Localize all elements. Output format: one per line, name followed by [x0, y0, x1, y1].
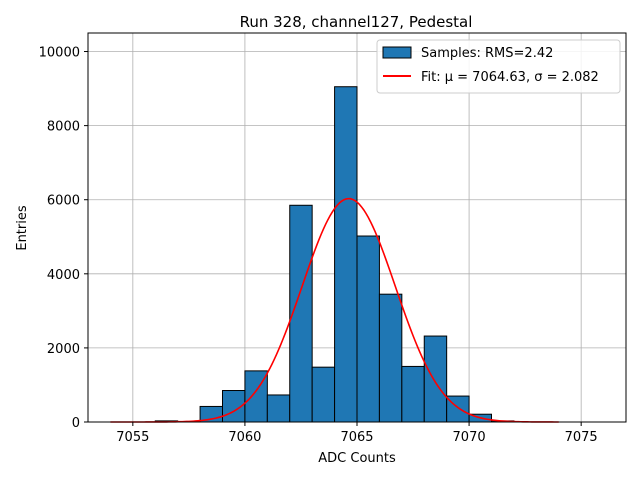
x-axis-label: ADC Counts [318, 451, 396, 466]
histogram-bar [311, 366, 336, 423]
y-tick-label: 8000 [47, 120, 80, 135]
x-axis-ticks: 7055 7060 7065 7070 7075 [116, 422, 598, 445]
histogram-bar [266, 394, 291, 423]
y-axis-label: Entries [15, 205, 30, 251]
y-axis-ticks: 0 2000 4000 6000 8000 10000 [39, 46, 88, 431]
x-tick-label: 7060 [228, 430, 261, 445]
histogram-bar [334, 86, 358, 423]
y-tick-label: 2000 [47, 342, 80, 357]
histogram-bar [356, 235, 380, 423]
histogram-bar [423, 335, 448, 423]
legend-box [376, 39, 621, 94]
chart-title: Run 328, channel127, Pedestal [240, 13, 473, 31]
y-tick-label: 4000 [47, 268, 80, 283]
legend-fit-label: Fit: μ = 7064.63, σ = 2.082 [421, 70, 599, 85]
histogram-bar [401, 365, 425, 423]
legend: Samples: RMS=2.42 Fit: μ = 7064.63, σ = … [376, 39, 621, 94]
x-tick-label: 7055 [116, 430, 149, 445]
x-tick-label: 7075 [565, 430, 598, 445]
y-tick-label: 10000 [39, 46, 80, 61]
legend-histogram-swatch [382, 46, 412, 59]
histogram-bars [154, 86, 515, 423]
histogram-bar [378, 293, 403, 423]
y-tick-label: 6000 [47, 194, 80, 209]
x-tick-label: 7070 [453, 430, 486, 445]
x-tick-label: 7065 [340, 430, 373, 445]
legend-samples-label: Samples: RMS=2.42 [421, 46, 553, 61]
y-tick-label: 0 [72, 416, 80, 431]
